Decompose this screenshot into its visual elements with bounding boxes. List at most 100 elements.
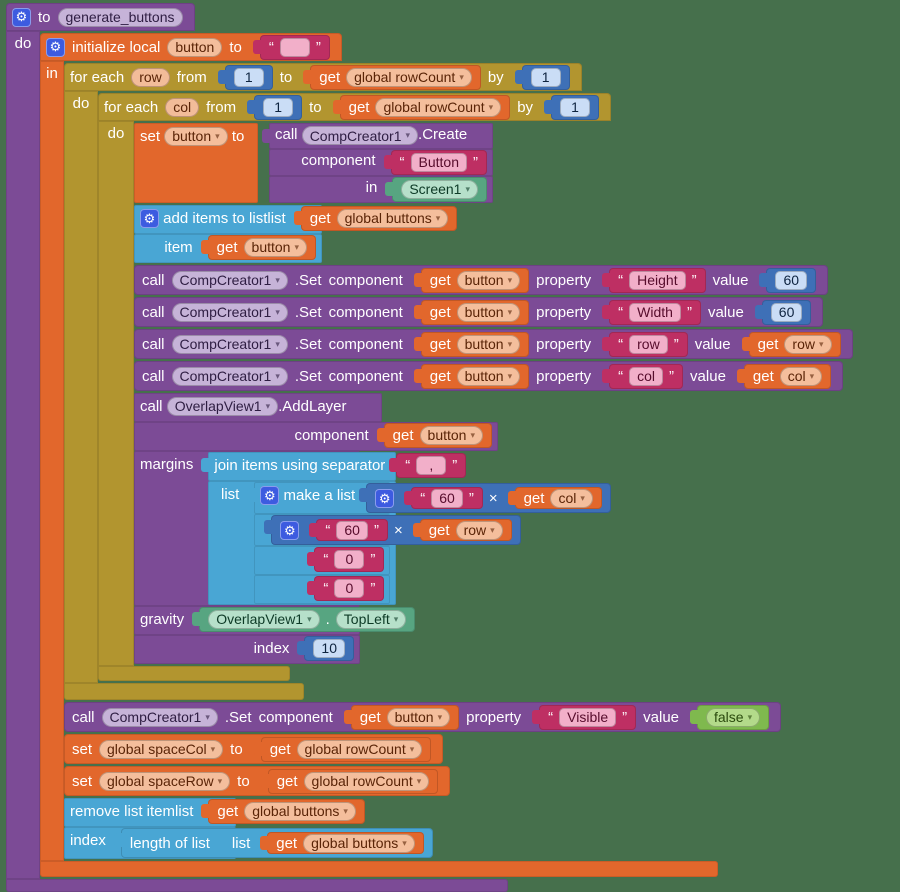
create-call-block[interactable]: call CompCreator1 ▾ .Create component — [262, 123, 493, 203]
multiply-block[interactable]: ⚙ “60” × get col ▾ — [359, 483, 611, 513]
set-button-block[interactable]: set button ▾ to — [134, 123, 258, 203]
set-button-statement[interactable]: set button ▾ to — [134, 123, 493, 203]
string-0-block[interactable]: “ 0 ” — [307, 547, 385, 572]
string-field[interactable]: 60 — [336, 520, 368, 540]
get-button-block[interactable]: get button ▾ — [413, 331, 530, 357]
var-dropdown[interactable]: button ▾ — [456, 366, 521, 386]
string-property-block[interactable]: “ Height ” — [602, 267, 706, 293]
string-field[interactable] — [279, 37, 310, 57]
component-dropdown[interactable]: OverlapView1 ▾ — [166, 397, 279, 416]
set-spacerow-statement[interactable]: set global spaceRow ▾ to get global rowCou… — [64, 766, 451, 796]
procedure-definition-block[interactable]: ⚙ to generate_buttons do ⚙ initialize lo… — [6, 3, 900, 892]
string-field[interactable]: col — [629, 366, 664, 386]
logic-dropdown[interactable]: false ▾ — [706, 707, 761, 727]
get-global-rowcount-block[interactable]: get global rowCount ▾ — [332, 94, 511, 120]
separator-string-block[interactable]: “, ” — [389, 453, 467, 478]
component-dropdown[interactable]: OverlapView1 ▾ — [208, 610, 320, 629]
component-dropdown[interactable]: CompCreator1 ▾ — [171, 302, 288, 322]
string-field[interactable]: 60 — [431, 488, 463, 508]
mutator-gear-icon[interactable]: ⚙ — [46, 37, 65, 57]
string-field[interactable]: Height — [629, 270, 686, 290]
set-col-statement[interactable]: call CompCreator1 ▾ .Set component get but… — [134, 361, 844, 391]
var-dropdown[interactable]: global spaceRow ▾ — [99, 771, 231, 791]
add-items-to-list-block[interactable]: ⚙ add items to list list get global butt… — [134, 205, 458, 263]
var-dropdown[interactable]: button ▾ — [164, 127, 228, 146]
number-10-block[interactable]: 10 — [297, 636, 354, 661]
number-block[interactable]: 1 — [247, 94, 303, 120]
local-var-field[interactable]: button — [167, 37, 223, 57]
get-button-block[interactable]: get button ▾ — [200, 235, 316, 260]
mutator-gear-icon[interactable]: ⚙ — [12, 7, 31, 27]
number-field[interactable]: 1 — [530, 67, 561, 87]
string-button-block[interactable]: “ Button ” — [383, 150, 487, 175]
string-field[interactable]: Width — [629, 302, 681, 322]
get-button-block[interactable]: get button ▾ — [413, 363, 530, 389]
component-dropdown[interactable]: CompCreator1 ▾ — [101, 707, 218, 727]
multiply-block[interactable]: ⚙ “60” × get row ▾ — [264, 515, 521, 545]
set-visible-statement[interactable]: call CompCreator1 ▾ .Set component get but… — [64, 702, 782, 732]
addlayer-call-block[interactable]: call OverlapView1 ▾ .AddLayer component — [134, 393, 611, 664]
string-property-block[interactable]: “ row ” — [602, 331, 688, 357]
var-dropdown[interactable]: row ▾ — [784, 334, 832, 354]
mutator-gear-icon[interactable]: ⚙ — [260, 486, 280, 505]
initialize-local-header[interactable]: ⚙ initialize local button to “ ” — [40, 33, 342, 61]
make-a-list-block[interactable]: ⚙ make a list ⚙ — [247, 482, 611, 604]
get-global-rowcount-block[interactable]: get global rowCount ▾ — [260, 768, 439, 794]
for-each-row-header[interactable]: for each row from 1 to get global rowCou… — [64, 63, 582, 91]
var-dropdown[interactable]: global buttons ▾ — [336, 209, 449, 228]
component-dropdown[interactable]: CompCreator1 ▾ — [171, 334, 288, 354]
string-field[interactable]: , — [416, 456, 447, 475]
string-0-block[interactable]: “ 0 ” — [307, 576, 385, 601]
loop-var-col-field[interactable]: col — [165, 97, 200, 117]
gravity-dropdown[interactable]: TopLeft ▾ — [335, 610, 407, 629]
var-dropdown[interactable]: button ▾ — [456, 302, 521, 322]
string-field[interactable]: Button — [410, 153, 467, 172]
var-dropdown[interactable]: button ▾ — [456, 270, 521, 290]
var-dropdown[interactable]: button ▾ — [419, 426, 483, 445]
component-dropdown[interactable]: CompCreator1 ▾ — [171, 366, 288, 386]
procedure-header[interactable]: ⚙ to generate_buttons — [6, 3, 195, 31]
string-60-block[interactable]: “ 60 ” — [404, 487, 483, 509]
number-block[interactable]: 1 — [544, 94, 600, 120]
var-dropdown[interactable]: global rowCount ▾ — [375, 97, 502, 117]
gravity-topleft-block[interactable]: OverlapView1 ▾ . TopLeft ▾ — [192, 607, 416, 632]
number-block[interactable]: 60 — [754, 299, 812, 325]
mutator-gear-icon[interactable]: ⚙ — [280, 520, 300, 540]
get-col-block[interactable]: get col ▾ — [736, 363, 832, 389]
screen-dropdown[interactable]: Screen1 ▾ — [401, 180, 478, 199]
string-property-block[interactable]: “ col ” — [602, 363, 684, 389]
component-dropdown[interactable]: CompCreator1 ▾ — [171, 270, 288, 290]
get-global-rowcount-block[interactable]: get global rowCount ▾ — [303, 64, 481, 90]
var-dropdown[interactable]: col ▾ — [779, 366, 823, 386]
var-dropdown[interactable]: button ▾ — [243, 238, 307, 257]
procedure-name-field[interactable]: generate_buttons — [57, 7, 183, 27]
logic-false-block[interactable]: false ▾ — [689, 704, 770, 730]
mutator-gear-icon[interactable]: ⚙ — [140, 209, 159, 228]
get-button-block[interactable]: get button ▾ — [343, 704, 460, 730]
string-field[interactable]: 0 — [334, 550, 365, 569]
number-block[interactable]: 60 — [759, 267, 817, 293]
length-of-list-block[interactable]: length of list list get global buttons ▾ — [113, 828, 433, 858]
initialize-local-block[interactable]: ⚙ initialize local button to “ ” in — [40, 33, 853, 877]
component-dropdown[interactable]: CompCreator1 ▾ — [301, 126, 419, 145]
mutator-gear-icon[interactable]: ⚙ — [375, 488, 395, 508]
for-each-col-block[interactable]: for each col from 1 to get global rowCou… — [98, 93, 853, 681]
var-dropdown[interactable]: global spaceCol ▾ — [99, 739, 224, 759]
var-dropdown[interactable]: global rowCount ▾ — [346, 67, 472, 87]
get-button-block[interactable]: get button ▾ — [413, 267, 530, 293]
set-width-statement[interactable]: call CompCreator1 ▾ .Set component get but… — [134, 297, 824, 327]
get-global-buttons-block[interactable]: get global buttons ▾ — [260, 832, 424, 854]
var-dropdown[interactable]: global buttons ▾ — [244, 802, 356, 821]
string-property-block[interactable]: “ Visible ” — [532, 704, 637, 730]
string-property-block[interactable]: “ Width ” — [602, 299, 701, 325]
remove-list-item-block[interactable]: remove list item list get global buttons ▾… — [64, 798, 433, 859]
var-dropdown[interactable]: button ▾ — [456, 334, 521, 354]
number-block[interactable]: 1 — [514, 64, 570, 90]
get-global-buttons-block[interactable]: get global buttons ▾ — [293, 206, 458, 231]
string-field[interactable]: 0 — [334, 579, 365, 598]
var-dropdown[interactable]: row ▾ — [455, 520, 503, 540]
get-col-block[interactable]: get col ▾ — [507, 487, 602, 509]
empty-string-block[interactable]: “ ” — [252, 34, 330, 60]
set-height-statement[interactable]: call CompCreator1 ▾ .Set component get but… — [134, 265, 829, 295]
number-field[interactable]: 60 — [775, 270, 808, 290]
